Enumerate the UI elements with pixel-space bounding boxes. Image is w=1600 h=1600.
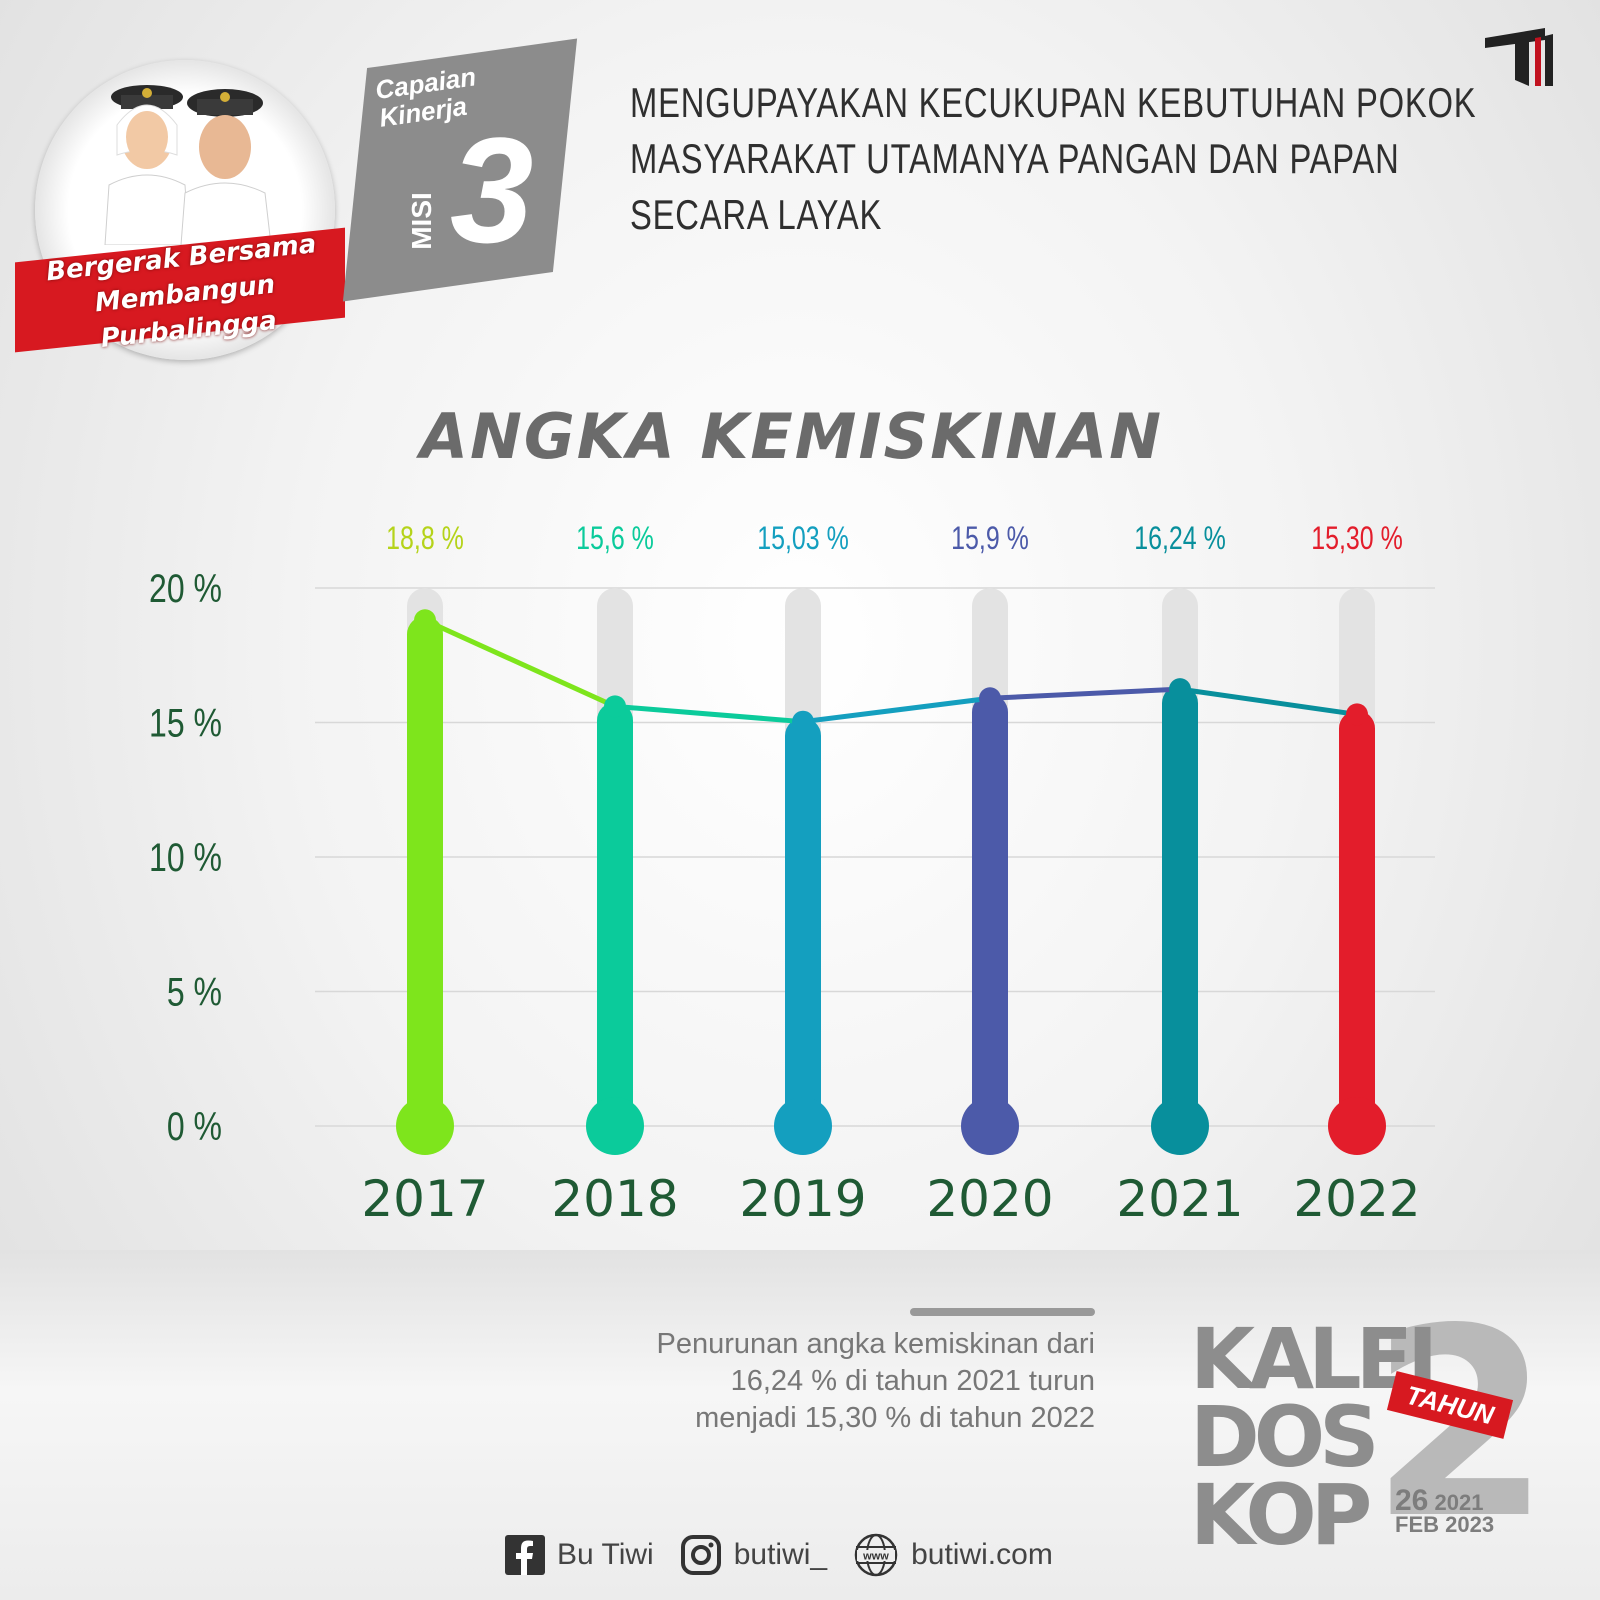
kaleidoskop-dates: 26 2021 FEB 2023 bbox=[1395, 1486, 1495, 1537]
bar bbox=[972, 694, 1008, 1126]
chart-title: ANGKA KEMISKINAN bbox=[420, 400, 1164, 473]
trend-line-segment bbox=[802, 695, 991, 725]
emblem: Bergerak Bersama Membangun Purbalingga bbox=[15, 60, 350, 360]
misi-label: MISI bbox=[405, 192, 437, 250]
bar bbox=[1162, 685, 1198, 1126]
x-tick-label: 2021 bbox=[1116, 1170, 1243, 1228]
bar-base-dot bbox=[961, 1097, 1019, 1155]
bar bbox=[785, 717, 821, 1126]
misi-badge: Capaian Kinerja MISI 3 bbox=[342, 38, 585, 302]
value-label: 15,6 % bbox=[576, 521, 654, 557]
y-tick-label: 5 % bbox=[167, 969, 222, 1014]
mission-statement: MENGUPAYAKAN KECUKUPAN KEBUTUHAN POKOK M… bbox=[630, 75, 1500, 243]
value-label: 15,9 % bbox=[951, 521, 1029, 557]
kaleidoskop-word: KALEI DOS KOP bbox=[1190, 1317, 1438, 1564]
y-tick-label: 20 % bbox=[149, 566, 222, 611]
date-month: FEB bbox=[1395, 1512, 1439, 1537]
trend-line-segment bbox=[989, 686, 1181, 701]
bar-base-dot bbox=[1151, 1097, 1209, 1155]
data-point bbox=[414, 609, 436, 632]
note-divider bbox=[910, 1308, 1095, 1316]
value-label: 16,24 % bbox=[1134, 521, 1226, 557]
date-day: 26 bbox=[1395, 1484, 1429, 1517]
mission-line-1: MENGUPAYAKAN KECUKUPAN KEBUTUHAN POKOK bbox=[630, 79, 1477, 126]
note-line-1: Penurunan angka kemiskinan dari bbox=[656, 1328, 1096, 1360]
misi-number: 3 bbox=[450, 106, 534, 274]
mission-line-2: MASYARAKAT UTAMANYA PANGAN DAN PAPAN bbox=[630, 135, 1400, 182]
data-point bbox=[604, 695, 626, 718]
trend-line-segment bbox=[614, 703, 804, 725]
social-links: Bu Tiwi butiwi_ www butiwi.com bbox=[505, 1532, 1053, 1578]
value-label: 15,03 % bbox=[757, 521, 849, 557]
data-point bbox=[1346, 703, 1368, 726]
bar-base-dot bbox=[396, 1097, 454, 1155]
date-year-1: 2021 bbox=[1434, 1490, 1484, 1515]
kaleidoskop-line-2: DOS bbox=[1190, 1388, 1380, 1486]
x-tick-label: 2017 bbox=[361, 1170, 488, 1228]
brand-logo bbox=[1485, 28, 1553, 86]
bar-base-dot bbox=[1328, 1097, 1386, 1155]
globe-icon[interactable]: www bbox=[853, 1532, 899, 1578]
mission-line-3: SECARA LAYAK bbox=[630, 191, 883, 238]
instagram-icon[interactable] bbox=[680, 1534, 722, 1576]
kaleidoskop-line-3: KOP bbox=[1190, 1466, 1372, 1564]
website-link[interactable]: butiwi.com bbox=[911, 1538, 1053, 1571]
data-point bbox=[979, 687, 1001, 710]
date-year-2: 2023 bbox=[1445, 1512, 1495, 1537]
bar bbox=[597, 702, 633, 1126]
officials-illustration bbox=[104, 85, 272, 245]
trend-line-segment bbox=[423, 618, 617, 709]
y-tick-label: 0 % bbox=[167, 1104, 222, 1149]
bar-base-dot bbox=[586, 1097, 644, 1155]
bar bbox=[407, 616, 443, 1126]
data-point bbox=[792, 710, 814, 733]
x-tick-label: 2022 bbox=[1293, 1170, 1420, 1228]
value-label: 15,30 % bbox=[1311, 521, 1403, 557]
x-tick-label: 2019 bbox=[739, 1170, 866, 1228]
kaleidoskop-logo: 2 KALEI DOS KOP TAHUN 26 2021 FEB 2023 bbox=[1190, 1295, 1551, 1564]
poverty-chart: 0 % 5 % 10 % 15 % 20 % 18,8 % 15,6 % 15,03 % 15,… bbox=[149, 521, 1435, 1228]
bar bbox=[1339, 710, 1375, 1126]
instagram-handle[interactable]: butiwi_ bbox=[733, 1538, 828, 1571]
facebook-icon[interactable] bbox=[505, 1535, 545, 1575]
www-icon-text: www bbox=[862, 1551, 889, 1563]
data-point bbox=[1169, 678, 1191, 701]
x-tick-label: 2018 bbox=[551, 1170, 678, 1228]
x-tick-label: 2020 bbox=[926, 1170, 1053, 1228]
facebook-handle[interactable]: Bu Tiwi bbox=[557, 1538, 654, 1571]
floor-background bbox=[0, 1250, 1600, 1600]
summary-note: Penurunan angka kemiskinan dari 16,24 % … bbox=[540, 1326, 1096, 1437]
y-tick-label: 10 % bbox=[149, 835, 222, 880]
value-label: 18,8 % bbox=[386, 521, 464, 557]
note-line-3: menjadi 15,30 % di tahun 2022 bbox=[695, 1402, 1095, 1434]
y-tick-label: 15 % bbox=[149, 700, 222, 745]
note-line-2: 16,24 % di tahun 2021 turun bbox=[730, 1365, 1095, 1397]
trend-line-segment bbox=[1179, 686, 1358, 717]
bar-base-dot bbox=[774, 1097, 832, 1155]
